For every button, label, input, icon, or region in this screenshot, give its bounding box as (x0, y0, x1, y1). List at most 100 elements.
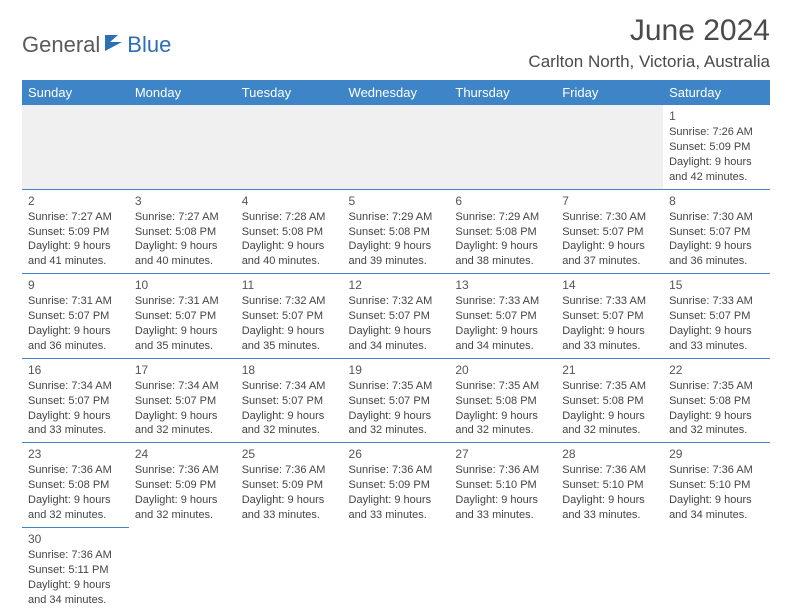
day-sunrise: Sunrise: 7:36 AM (455, 463, 550, 478)
day-number: 16 (28, 362, 123, 378)
day-sunset: Sunset: 5:07 PM (135, 394, 230, 409)
day-dl2: and 41 minutes. (28, 254, 123, 269)
day-dl2: and 32 minutes. (242, 423, 337, 438)
week-row: 16Sunrise: 7:34 AMSunset: 5:07 PMDayligh… (22, 358, 770, 443)
day-sunset: Sunset: 5:07 PM (135, 309, 230, 324)
day-dl2: and 36 minutes. (669, 254, 764, 269)
day-dl1: Daylight: 9 hours (135, 409, 230, 424)
day-cell: 12Sunrise: 7:32 AMSunset: 5:07 PMDayligh… (343, 274, 450, 359)
day-sunset: Sunset: 5:11 PM (28, 563, 123, 578)
day-cell: 17Sunrise: 7:34 AMSunset: 5:07 PMDayligh… (129, 358, 236, 443)
empty-cell (556, 105, 663, 189)
day-sunset: Sunset: 5:09 PM (28, 225, 123, 240)
day-dl1: Daylight: 9 hours (455, 324, 550, 339)
day-number: 14 (562, 277, 657, 293)
day-dl1: Daylight: 9 hours (28, 239, 123, 254)
day-dl2: and 33 minutes. (562, 339, 657, 354)
day-sunrise: Sunrise: 7:36 AM (28, 463, 123, 478)
empty-cell (449, 105, 556, 189)
day-dl2: and 34 minutes. (349, 339, 444, 354)
day-number: 22 (669, 362, 764, 378)
day-dl2: and 34 minutes. (669, 508, 764, 523)
day-sunrise: Sunrise: 7:36 AM (135, 463, 230, 478)
day-dl1: Daylight: 9 hours (28, 578, 123, 593)
empty-cell (236, 105, 343, 189)
day-cell: 15Sunrise: 7:33 AMSunset: 5:07 PMDayligh… (663, 274, 770, 359)
day-dl1: Daylight: 9 hours (135, 493, 230, 508)
day-number: 11 (242, 277, 337, 293)
day-sunrise: Sunrise: 7:36 AM (562, 463, 657, 478)
day-dl2: and 34 minutes. (28, 593, 123, 608)
day-number: 6 (455, 193, 550, 209)
empty-cell (236, 527, 343, 611)
week-row: 30Sunrise: 7:36 AMSunset: 5:11 PMDayligh… (22, 527, 770, 611)
day-dl2: and 39 minutes. (349, 254, 444, 269)
day-dl1: Daylight: 9 hours (135, 324, 230, 339)
day-header: Monday (129, 80, 236, 105)
day-sunrise: Sunrise: 7:33 AM (669, 294, 764, 309)
day-dl2: and 35 minutes. (135, 339, 230, 354)
day-sunset: Sunset: 5:09 PM (669, 140, 764, 155)
empty-cell (663, 527, 770, 611)
empty-cell (449, 527, 556, 611)
day-sunset: Sunset: 5:07 PM (242, 309, 337, 324)
empty-cell (343, 105, 450, 189)
day-dl1: Daylight: 9 hours (242, 239, 337, 254)
day-cell: 9Sunrise: 7:31 AMSunset: 5:07 PMDaylight… (22, 274, 129, 359)
day-dl2: and 33 minutes. (562, 508, 657, 523)
day-sunrise: Sunrise: 7:34 AM (28, 379, 123, 394)
day-sunrise: Sunrise: 7:28 AM (242, 210, 337, 225)
day-cell: 6Sunrise: 7:29 AMSunset: 5:08 PMDaylight… (449, 189, 556, 274)
day-number: 23 (28, 446, 123, 462)
day-sunrise: Sunrise: 7:36 AM (28, 548, 123, 563)
day-number: 24 (135, 446, 230, 462)
day-sunset: Sunset: 5:10 PM (455, 478, 550, 493)
day-sunrise: Sunrise: 7:33 AM (562, 294, 657, 309)
day-number: 8 (669, 193, 764, 209)
day-sunrise: Sunrise: 7:27 AM (28, 210, 123, 225)
day-cell: 28Sunrise: 7:36 AMSunset: 5:10 PMDayligh… (556, 443, 663, 528)
day-number: 3 (135, 193, 230, 209)
day-dl2: and 32 minutes. (562, 423, 657, 438)
brand-text-1: General (22, 32, 100, 58)
day-cell: 26Sunrise: 7:36 AMSunset: 5:09 PMDayligh… (343, 443, 450, 528)
day-dl2: and 34 minutes. (455, 339, 550, 354)
day-sunrise: Sunrise: 7:30 AM (669, 210, 764, 225)
brand-text-2: Blue (127, 32, 171, 58)
day-header: Thursday (449, 80, 556, 105)
day-number: 27 (455, 446, 550, 462)
day-number: 7 (562, 193, 657, 209)
day-cell: 29Sunrise: 7:36 AMSunset: 5:10 PMDayligh… (663, 443, 770, 528)
day-cell: 14Sunrise: 7:33 AMSunset: 5:07 PMDayligh… (556, 274, 663, 359)
day-number: 2 (28, 193, 123, 209)
day-dl1: Daylight: 9 hours (349, 493, 444, 508)
day-sunset: Sunset: 5:09 PM (135, 478, 230, 493)
day-number: 9 (28, 277, 123, 293)
day-cell: 30Sunrise: 7:36 AMSunset: 5:11 PMDayligh… (22, 527, 129, 611)
day-sunrise: Sunrise: 7:34 AM (242, 379, 337, 394)
day-cell: 27Sunrise: 7:36 AMSunset: 5:10 PMDayligh… (449, 443, 556, 528)
day-number: 29 (669, 446, 764, 462)
day-sunset: Sunset: 5:08 PM (28, 478, 123, 493)
week-row: 2Sunrise: 7:27 AMSunset: 5:09 PMDaylight… (22, 189, 770, 274)
day-cell: 23Sunrise: 7:36 AMSunset: 5:08 PMDayligh… (22, 443, 129, 528)
day-dl2: and 33 minutes. (242, 508, 337, 523)
day-header: Tuesday (236, 80, 343, 105)
day-sunset: Sunset: 5:07 PM (349, 394, 444, 409)
day-number: 28 (562, 446, 657, 462)
day-dl1: Daylight: 9 hours (669, 324, 764, 339)
day-cell: 4Sunrise: 7:28 AMSunset: 5:08 PMDaylight… (236, 189, 343, 274)
day-dl1: Daylight: 9 hours (242, 409, 337, 424)
empty-cell (129, 105, 236, 189)
day-cell: 24Sunrise: 7:36 AMSunset: 5:09 PMDayligh… (129, 443, 236, 528)
day-dl2: and 32 minutes. (135, 423, 230, 438)
calendar-table: Sunday Monday Tuesday Wednesday Thursday… (22, 80, 770, 611)
day-sunrise: Sunrise: 7:27 AM (135, 210, 230, 225)
day-sunset: Sunset: 5:08 PM (135, 225, 230, 240)
day-dl1: Daylight: 9 hours (669, 239, 764, 254)
day-header: Saturday (663, 80, 770, 105)
day-sunset: Sunset: 5:07 PM (562, 309, 657, 324)
day-dl2: and 32 minutes. (28, 508, 123, 523)
day-sunrise: Sunrise: 7:35 AM (669, 379, 764, 394)
day-cell: 21Sunrise: 7:35 AMSunset: 5:08 PMDayligh… (556, 358, 663, 443)
